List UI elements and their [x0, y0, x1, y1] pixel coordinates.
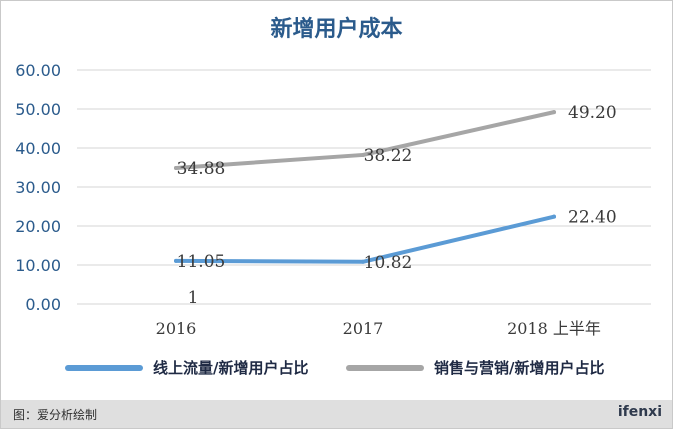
y-tick-label-1: 10.00 — [15, 256, 61, 275]
data-point-online-traffic-0 — [174, 258, 178, 263]
data-point-online-traffic-1 — [361, 259, 365, 264]
data-point-online-traffic-2 — [552, 214, 556, 219]
brand-logo: ifenxi — [617, 404, 662, 420]
footer-bar: 图：爱分析绘制 ifenxi — [1, 400, 672, 428]
legend-label-sales-marketing: 销售与营销/新增用户占比 — [434, 359, 605, 377]
chart-title: 新增用户成本 — [270, 17, 403, 42]
y-tick-label-3: 30.00 — [15, 178, 61, 197]
y-axis-ticks: 0.00 10.00 20.00 30.00 40.00 50.00 60.00 — [15, 61, 61, 314]
legend-swatch-sales-marketing — [346, 364, 424, 371]
data-point-sales-marketing-2 — [552, 110, 556, 115]
x-tick-label-1: 2017 — [343, 319, 384, 338]
data-label-sales-marketing-0: 34.88 — [177, 159, 226, 179]
legend-item-online-traffic: 线上流量/新增用户占比 — [65, 357, 308, 378]
y-tick-label-6: 60.00 — [15, 61, 61, 80]
annotations: 1 — [188, 288, 199, 308]
data-label-online-traffic-2: 22.40 — [568, 208, 617, 228]
annotation-0: 1 — [188, 288, 199, 308]
source-note: 图：爱分析绘制 — [13, 408, 98, 422]
x-axis-ticks: 2016 2017 2018 上半年 — [156, 319, 601, 338]
legend-swatch-online-traffic — [65, 364, 143, 371]
y-tick-label-4: 40.00 — [15, 139, 61, 158]
chart-legend: 线上流量/新增用户占比 销售与营销/新增用户占比 — [1, 357, 672, 387]
x-tick-label-2: 2018 上半年 — [507, 319, 601, 338]
data-label-online-traffic-0: 11.05 — [177, 252, 226, 272]
data-label-online-traffic-1: 10.82 — [364, 253, 413, 273]
data-label-sales-marketing-2: 49.20 — [568, 103, 617, 123]
y-tick-label-2: 20.00 — [15, 217, 61, 236]
y-tick-label-5: 50.00 — [15, 100, 61, 119]
legend-label-online-traffic: 线上流量/新增用户占比 — [153, 359, 309, 377]
data-label-sales-marketing-1: 38.22 — [364, 146, 413, 166]
data-point-sales-marketing-0 — [174, 165, 178, 170]
series-lines — [174, 110, 556, 264]
legend-item-sales-marketing: 销售与营销/新增用户占比 — [346, 357, 604, 378]
data-point-sales-marketing-1 — [361, 152, 365, 157]
x-tick-label-0: 2016 — [156, 319, 197, 338]
grid-lines — [77, 69, 651, 305]
data-labels: 11.05 10.82 22.40 34.88 38.22 49.20 — [177, 103, 617, 273]
y-tick-label-0: 0.00 — [25, 295, 61, 314]
